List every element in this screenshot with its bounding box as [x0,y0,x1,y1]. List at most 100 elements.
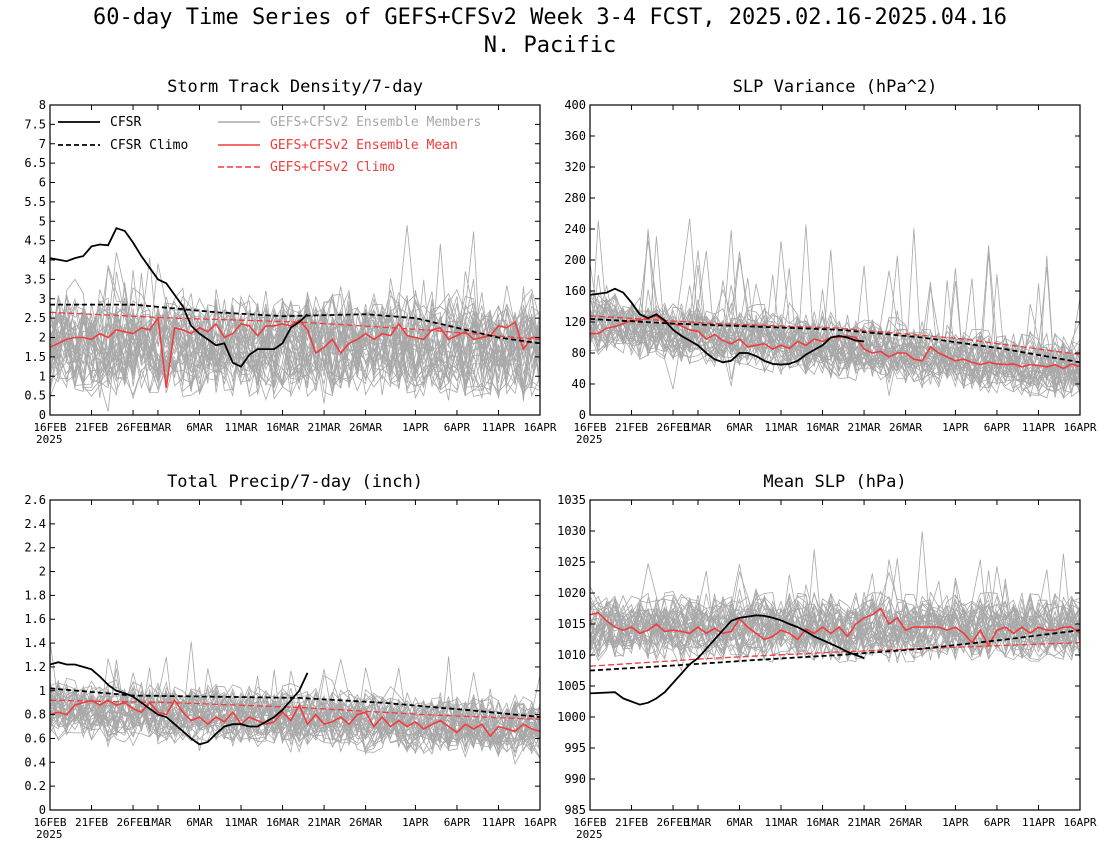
ensemble-member-line [50,689,540,751]
x-tick-label: 16FEB [33,421,66,434]
ensemble-member-line [590,581,1080,662]
x-tick-label: 16FEB [573,816,606,829]
x-tick-label: 6APR [984,816,1011,829]
x-tick-label: 21FEB [615,421,648,434]
x-tick-label: 6APR [984,421,1011,434]
x-tick-label: 11MAR [224,816,257,829]
ensemble-member-line [590,250,1080,399]
ensemble-member-line [50,658,540,752]
y-tick-label: 0.4 [24,755,46,769]
y-tick-label: 1.2 [24,660,46,674]
y-tick-label: 8 [39,98,46,112]
x-tick-label: 16APR [1063,816,1096,829]
chart-panel-2: SLP Variance (hPa^2) 0 40 80 120 160 200 240 280… [564,77,1097,446]
x-tick-label: 11APR [482,816,515,829]
y-tick-label: 7 [39,137,46,151]
x-tick-label: 26FEB [656,421,689,434]
y-tick-label: 5 [39,214,46,228]
legend-cfsr-climo-label: CFSR Climo [110,138,188,153]
ensemble-members [50,225,540,412]
ensemble-member-line [50,281,540,397]
series-line-cfsr-climo [590,629,1080,672]
ensemble-member-line [590,309,1080,393]
ensemble-member-line [590,589,1080,646]
y-tick-label: 1025 [557,555,586,569]
x-tick-label: 11APR [1022,816,1055,829]
x-tick-label: 26MAR [889,816,922,829]
series-line-gefs-climo [590,641,1080,667]
x-tick-label: 21FEB [615,816,648,829]
x-tick-label: 6MAR [726,816,753,829]
legend-ens-mean-label: GEFS+CFSv2 Ensemble Mean [270,138,458,153]
ensemble-member-line [50,252,540,370]
figure-title-line2: N. Pacific [483,33,617,58]
x-tick-label: 1MAR [145,421,172,434]
x-year-label: 2025 [36,433,63,446]
plot-area [590,531,1080,706]
y-tick-label: 1010 [557,648,586,662]
y-tick-label: 6 [39,176,46,190]
y-tick-label: 360 [564,129,586,143]
y-tick-label: 5.5 [24,195,46,209]
series-line-cfsr [590,287,865,366]
y-tick-label: 1020 [557,586,586,600]
x-tick-label: 16APR [1063,421,1096,434]
legend-members-label: GEFS+CFSv2 Ensemble Members [270,115,481,130]
ensemble-member-line [50,301,540,383]
ensemble-member-line [50,306,540,386]
x-tick-label: 1MAR [685,816,712,829]
series-line-ens-mean [590,607,1080,648]
series-line-gefs-climo [50,699,540,721]
series-line-cfsr [590,614,865,706]
x-tick-label: 11MAR [764,421,797,434]
x-tick-label: 1APR [942,421,969,434]
x-tick-label: 26FEB [116,421,149,434]
y-tick-label: 4 [39,253,46,267]
chart-panel-4: Mean SLP (hPa) 985 990 995 1000 1005 1010 1015 1… [557,472,1097,841]
ensemble-member-line [50,690,540,752]
x-tick-label: 16MAR [266,421,299,434]
y-tick-label: 6.5 [24,156,46,170]
x-tick-label: 26MAR [349,816,382,829]
y-tick-label: 2 [39,331,46,345]
chart-title: Total Precip/7-day (inch) [167,472,423,492]
x-year-label: 2025 [576,433,603,446]
x-tick-label: 11APR [1022,421,1055,434]
x-tick-label: 1APR [402,421,429,434]
y-tick-label: 320 [564,160,586,174]
chart-title: Storm Track Density/7-day [167,77,423,97]
ensemble-member-line [50,257,540,376]
x-tick-label: 11APR [482,421,515,434]
ensemble-member-line [590,563,1080,647]
ensemble-member-line [590,240,1080,383]
ensemble-member-line [50,640,540,739]
x-tick-label: 6MAR [186,816,213,829]
legend-gefs-climo-label: GEFS+CFSv2 Climo [270,160,395,175]
series-line-cfsr [50,227,309,368]
x-year-label: 2025 [576,828,603,841]
x-tick-label: 26MAR [889,421,922,434]
ensemble-members [50,640,540,766]
y-tick-label: 400 [564,98,586,112]
y-tick-label: 1035 [557,493,586,507]
figure-title-line1: 60-day Time Series of GEFS+CFSv2 Week 3-… [93,5,1007,30]
x-tick-label: 21FEB [75,421,108,434]
ensemble-member-line [590,570,1080,662]
series-line-cfsr-climo [50,303,540,345]
ensemble-member-line [50,696,540,758]
ensemble-members [590,531,1080,672]
x-tick-label: 21FEB [75,816,108,829]
y-tick-label: 0.5 [24,389,46,403]
ensemble-members [590,218,1080,400]
chart-title: Mean SLP (hPa) [763,472,906,492]
series-line-ens-mean [50,698,540,738]
y-tick-label: 995 [564,741,586,755]
chart-panel-1: Storm Track Density/7-day 0 0.5 1 1.5 2 2.5 3 3.… [24,77,557,446]
x-tick-label: 1MAR [685,421,712,434]
ensemble-member-line [50,309,540,395]
series-line-ens-mean [50,315,540,389]
x-tick-label: 16FEB [33,816,66,829]
x-year-label: 2025 [36,828,63,841]
